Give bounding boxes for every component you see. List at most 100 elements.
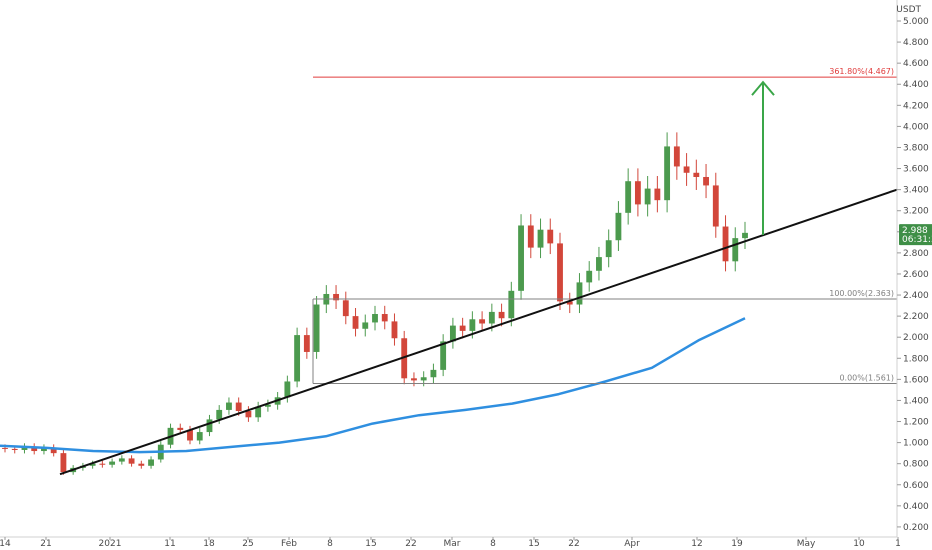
candle-body (420, 377, 427, 381)
candle-body (527, 225, 534, 248)
candle-body (128, 458, 135, 464)
candle (196, 428, 203, 445)
candle-body (664, 146, 671, 201)
candle (381, 305, 388, 330)
time-axis[interactable]: 14 21 2021 11 18 25 Feb 8 15 22 Mar 8 15 22 Apr 12 19 May… (0, 536, 901, 549)
candle (89, 460, 96, 469)
candle (722, 215, 729, 272)
price-tick-label: 2.600 (903, 270, 929, 280)
candle (566, 292, 573, 314)
candle (508, 281, 515, 327)
candle-body (255, 406, 262, 418)
candle-body (245, 410, 252, 418)
date-tick-label: 14 (0, 539, 11, 549)
candle (109, 458, 116, 468)
candle (459, 317, 466, 339)
candle-body (333, 293, 339, 301)
candle-body (673, 146, 680, 167)
candle-body (634, 181, 641, 205)
candle (644, 176, 651, 217)
candle-body (206, 419, 213, 433)
support-trendline[interactable] (59, 188, 898, 476)
candle (654, 176, 661, 213)
candle-body (732, 238, 739, 262)
candle-body (138, 463, 145, 466)
candle (128, 455, 135, 467)
candle-body (518, 225, 524, 291)
currency-label: USDT (896, 5, 921, 15)
candle (187, 425, 193, 445)
candle-body (508, 290, 515, 319)
candle-body (683, 166, 690, 173)
candle (41, 444, 47, 455)
candle (605, 229, 612, 268)
candle-body (693, 172, 700, 177)
drawings (59, 80, 898, 476)
target-arrow-head[interactable] (751, 80, 775, 96)
date-tick-label: 15 (528, 539, 539, 549)
candle-body (596, 257, 602, 271)
current-price-tag-bg (899, 224, 932, 246)
candle (372, 305, 378, 331)
candle (294, 327, 301, 388)
candle-body (21, 446, 28, 450)
candle-body (537, 229, 544, 248)
date-tick-label: 21 (40, 539, 51, 549)
candle-body (352, 316, 359, 329)
candle-body (547, 229, 554, 244)
candle-body (615, 212, 622, 241)
candle (99, 460, 106, 468)
candle-body (430, 369, 437, 378)
candle-body (2, 447, 8, 449)
candle-body (401, 338, 408, 379)
candle (303, 327, 310, 359)
date-tick-label: Mar (444, 539, 461, 549)
price-tick-label: 0.800 (903, 460, 929, 470)
candle-body (722, 226, 729, 262)
candle (712, 172, 719, 238)
price-tick-label: 1.000 (903, 439, 929, 449)
date-tick-label: 12 (691, 539, 702, 549)
candle-body (89, 463, 96, 466)
candle-body (566, 301, 573, 305)
moving-average-line (0, 317, 746, 454)
candle-body (216, 409, 223, 420)
date-tick-label: 11 (164, 539, 175, 549)
price-tick-label: 5.000 (903, 17, 929, 27)
candle (31, 443, 38, 455)
price-axis[interactable]: USDT 5.000 4.800 4.600 4.400 4.200 4.000 3.800 3… (896, 0, 932, 537)
candle-body (41, 447, 47, 452)
price-tick-label: 1.800 (903, 354, 929, 364)
date-tick-label: 2021 (99, 539, 122, 549)
price-tick-label: 3.800 (903, 143, 929, 153)
candle-body (586, 270, 593, 283)
candle (596, 246, 602, 281)
fibonacci-levels: 361.80%(4.467) 100.00%(2.363) 0.00%(1.561) (312, 67, 897, 384)
price-tick-label: 4.200 (903, 101, 929, 111)
price-tick-label: 1.600 (903, 375, 929, 385)
candle (206, 414, 213, 437)
candle-body (605, 240, 612, 258)
date-tick-label: 8 (327, 539, 333, 549)
candle (138, 460, 145, 469)
price-tick-label: 1.200 (903, 418, 929, 428)
candle (342, 291, 349, 325)
date-tick-label: Apr (624, 539, 640, 549)
candle-body (187, 429, 193, 441)
candle (50, 444, 57, 457)
price-tick-label: 4.400 (903, 80, 929, 90)
candle (586, 261, 593, 292)
candle (60, 449, 67, 475)
fib-level-label: 0.00%(1.561) (839, 373, 894, 382)
candle (479, 311, 486, 332)
price-tick-label: 2.400 (903, 291, 929, 301)
price-tick-label: 3.200 (903, 207, 929, 217)
candle-body (498, 311, 505, 319)
price-tick-label: 4.800 (903, 38, 929, 48)
date-tick-label: 1 (895, 539, 901, 549)
candle-body (342, 300, 349, 317)
candle (742, 221, 748, 249)
date-tick-label: 18 (203, 539, 215, 549)
